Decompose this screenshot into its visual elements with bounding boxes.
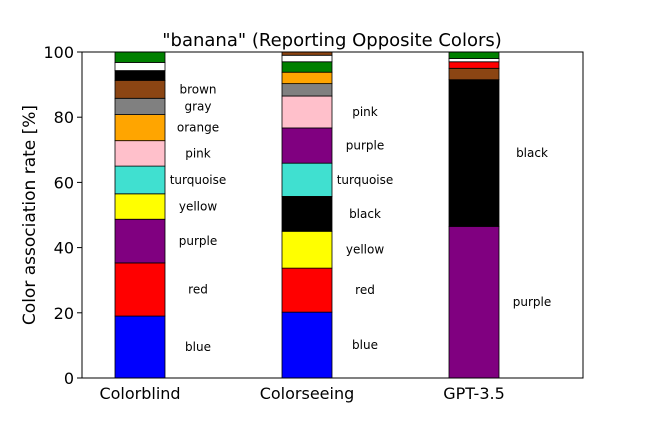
bar-segment-colorblind-green — [114, 51, 166, 63]
x-ticks-group: Colorblind Colorseeing GPT-3.5 — [99, 384, 504, 403]
segment-label: blue — [352, 338, 378, 352]
bar-segment-colorseeing-turquoise — [281, 162, 333, 197]
segment-label: turquoise — [170, 173, 227, 187]
y-tick-label: 40 — [54, 239, 74, 258]
bar-segment-colorblind-purple — [114, 218, 166, 264]
bar-segment-colorblind-brown — [114, 79, 166, 99]
bar-segment-colorblind-pink — [114, 140, 166, 167]
segment-label: blue — [185, 340, 211, 354]
bar-segment-colorblind-orange — [114, 114, 166, 142]
plot-area-frame — [81, 51, 584, 379]
bar-segment-colorseeing-purple — [281, 127, 333, 164]
bars-group — [114, 51, 500, 379]
segment-label: brown — [179, 82, 216, 96]
segment-label: gray — [184, 99, 211, 113]
bar-segment-gpt-3-5-purple — [448, 226, 500, 379]
x-tick-label: Colorseeing — [260, 384, 355, 403]
bar-segment-colorseeing-green — [281, 61, 333, 73]
chart-title: "banana" (Reporting Opposite Colors) — [162, 30, 502, 51]
y-tick-label: 0 — [64, 369, 74, 388]
segment-label: pink — [352, 105, 378, 119]
x-tick-label: GPT-3.5 — [443, 384, 505, 403]
segment-label: yellow — [179, 200, 217, 214]
bar-segment-gpt-3-5-white — [448, 58, 500, 63]
segment-label: pink — [185, 146, 211, 160]
y-tick-label: 20 — [54, 304, 74, 323]
bar-segment-colorblind-white — [114, 62, 166, 71]
bar-segment-gpt-3-5-green — [448, 51, 500, 59]
bar-segment-gpt-3-5-black — [448, 79, 500, 227]
bar-segment-colorseeing-blue — [281, 311, 333, 379]
y-tick-label: 80 — [54, 108, 74, 127]
bar-segment-colorseeing-gray — [281, 83, 333, 97]
bar-segment-colorseeing-pink — [281, 95, 333, 129]
segment-label: purple — [513, 295, 552, 309]
segment-label: red — [355, 283, 375, 297]
bar-segment-colorseeing-white — [281, 54, 333, 63]
segment-label: black — [349, 207, 381, 221]
bar-segment-colorblind-turquoise — [114, 165, 166, 195]
segment-label: purple — [179, 234, 218, 248]
bar-segment-colorseeing-red — [281, 267, 333, 313]
segment-label: yellow — [346, 243, 384, 257]
y-tick-label: 60 — [54, 173, 74, 192]
bar-segment-colorblind-blue — [114, 315, 166, 379]
segment-labels-group: blue red purple yellow turquoise pink orange gr… — [170, 82, 552, 354]
segment-label: turquoise — [337, 173, 394, 187]
bar-segment-colorblind-gray — [114, 97, 166, 115]
segment-label: black — [516, 146, 548, 160]
bar-segment-colorseeing-yellow — [281, 230, 333, 269]
bar-segment-colorseeing-black — [281, 196, 333, 232]
segment-label: purple — [346, 139, 385, 153]
bar-segment-colorblind-red — [114, 262, 166, 317]
x-tick-label: Colorblind — [99, 384, 180, 403]
bar-segment-colorseeing-orange — [281, 71, 333, 85]
y-tick-label: 100 — [43, 43, 74, 62]
bar-segment-colorblind-black — [114, 70, 166, 81]
segment-label: red — [188, 282, 208, 296]
bar-segment-gpt-3-5-red — [448, 61, 500, 69]
y-axis-label: Color association rate [%] — [20, 105, 40, 325]
bar-segment-colorblind-yellow — [114, 193, 166, 220]
segment-label: orange — [177, 121, 219, 135]
bar-segment-gpt-3-5-brown — [448, 67, 500, 81]
y-ticks-group: 0 20 40 60 80 100 — [43, 43, 82, 388]
